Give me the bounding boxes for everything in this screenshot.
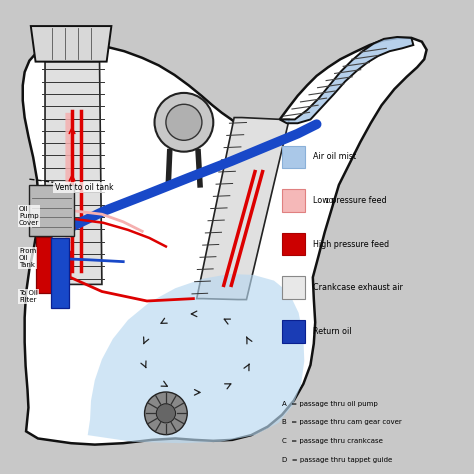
Text: D  = passage thru tappet guide: D = passage thru tappet guide	[282, 457, 392, 464]
Bar	[282, 189, 305, 212]
Polygon shape	[88, 274, 304, 443]
Text: Vent to oil tank: Vent to oil tank	[55, 183, 113, 191]
Bar	[51, 238, 69, 308]
Text: To Oil
Filter: To Oil Filter	[19, 290, 38, 303]
Polygon shape	[197, 118, 289, 300]
Polygon shape	[45, 62, 102, 284]
Polygon shape	[31, 26, 111, 62]
Text: C  = passage thru crankcase: C = passage thru crankcase	[282, 438, 383, 445]
Circle shape	[166, 104, 202, 140]
Bar	[29, 185, 74, 236]
Bar	[282, 320, 305, 343]
Text: Return oil: Return oil	[313, 327, 352, 336]
Text: Low pressure feed: Low pressure feed	[313, 196, 387, 205]
Text: Air oil mist: Air oil mist	[313, 153, 356, 161]
Circle shape	[145, 392, 187, 435]
Text: Crankcase exhaust air: Crankcase exhaust air	[313, 283, 403, 292]
Text: A  = passage thru oil pump: A = passage thru oil pump	[282, 401, 378, 407]
Text: From
Oil
Tank: From Oil Tank	[19, 248, 36, 268]
Circle shape	[156, 404, 175, 423]
Text: 10: 10	[325, 198, 334, 204]
Polygon shape	[65, 113, 72, 270]
Bar	[282, 146, 305, 168]
Text: B  = passage thru cam gear cover: B = passage thru cam gear cover	[282, 419, 402, 426]
Polygon shape	[280, 37, 413, 123]
Polygon shape	[23, 38, 427, 445]
Text: High pressure feed: High pressure feed	[313, 240, 390, 248]
Text: Oil
Pump
Cover: Oil Pump Cover	[19, 206, 39, 226]
Circle shape	[155, 93, 213, 152]
Bar	[36, 237, 51, 293]
Bar	[282, 233, 305, 255]
Bar	[282, 276, 305, 299]
